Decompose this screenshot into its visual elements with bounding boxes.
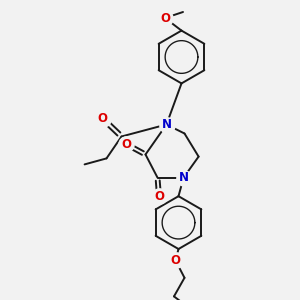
Text: O: O <box>121 137 131 151</box>
Text: O: O <box>170 254 181 267</box>
Text: O: O <box>154 190 164 203</box>
Text: N: N <box>161 118 172 131</box>
Text: O: O <box>98 112 108 125</box>
Text: O: O <box>160 11 170 25</box>
Text: N: N <box>178 171 189 184</box>
